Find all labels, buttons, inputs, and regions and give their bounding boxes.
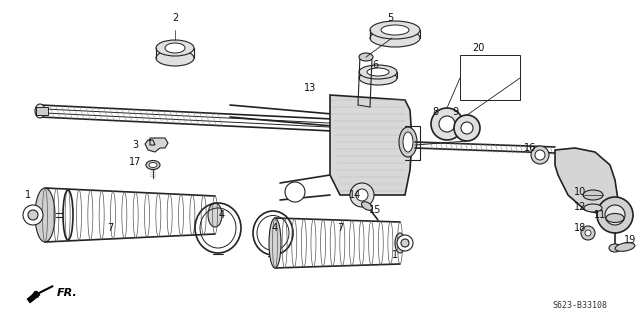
Ellipse shape [359,71,397,85]
Circle shape [350,183,374,207]
Text: 12: 12 [574,202,586,212]
Ellipse shape [370,29,420,47]
Polygon shape [555,148,618,215]
Ellipse shape [149,162,157,167]
Circle shape [461,122,473,134]
Text: 20: 20 [472,43,484,53]
Text: 8: 8 [432,107,438,117]
Ellipse shape [156,50,194,66]
Text: 4: 4 [219,210,225,220]
Text: 6: 6 [372,60,378,70]
Ellipse shape [583,190,603,200]
Circle shape [605,205,625,225]
Circle shape [431,108,463,140]
Text: 2: 2 [172,13,178,23]
Ellipse shape [606,213,624,222]
Ellipse shape [146,160,160,169]
Circle shape [535,150,545,160]
Ellipse shape [609,244,621,252]
Ellipse shape [35,104,45,118]
Circle shape [285,182,305,202]
Ellipse shape [208,203,222,227]
Ellipse shape [615,243,635,251]
Ellipse shape [269,218,281,268]
Ellipse shape [362,202,372,210]
Bar [460,55,520,100]
Bar [36,107,48,115]
Ellipse shape [156,40,194,56]
Polygon shape [27,291,40,303]
Text: 3: 3 [132,140,138,150]
Circle shape [597,197,633,233]
Circle shape [23,205,43,225]
Polygon shape [145,138,168,152]
Text: FR.: FR. [57,288,77,298]
Ellipse shape [370,21,420,39]
Circle shape [397,235,413,251]
Text: 14: 14 [349,190,361,200]
Polygon shape [330,95,412,195]
Circle shape [401,239,409,247]
Ellipse shape [395,233,405,253]
Circle shape [356,189,368,201]
Text: 11: 11 [594,210,606,220]
Circle shape [28,210,38,220]
Text: 19: 19 [624,235,636,245]
Ellipse shape [35,188,55,242]
Text: 9: 9 [452,107,458,117]
Circle shape [581,226,595,240]
Ellipse shape [165,43,185,53]
Ellipse shape [584,204,602,212]
Text: 13: 13 [304,83,316,93]
Text: 16: 16 [524,143,536,153]
Ellipse shape [359,53,373,61]
Circle shape [531,146,549,164]
Text: 7: 7 [337,223,343,233]
Text: 1: 1 [25,190,31,200]
Text: S623-B33108: S623-B33108 [552,300,607,309]
Text: 18: 18 [574,223,586,233]
Circle shape [585,230,591,236]
Text: 1: 1 [392,250,398,260]
Text: 15: 15 [369,205,381,215]
Ellipse shape [359,65,397,79]
Text: 5: 5 [387,13,393,23]
Ellipse shape [399,127,417,157]
Text: 4: 4 [272,223,278,233]
Text: 17: 17 [129,157,141,167]
Text: 7: 7 [107,223,113,233]
Ellipse shape [367,68,389,76]
Circle shape [439,116,455,132]
Ellipse shape [381,25,409,35]
Text: 10: 10 [574,187,586,197]
Circle shape [454,115,480,141]
Ellipse shape [403,132,413,152]
